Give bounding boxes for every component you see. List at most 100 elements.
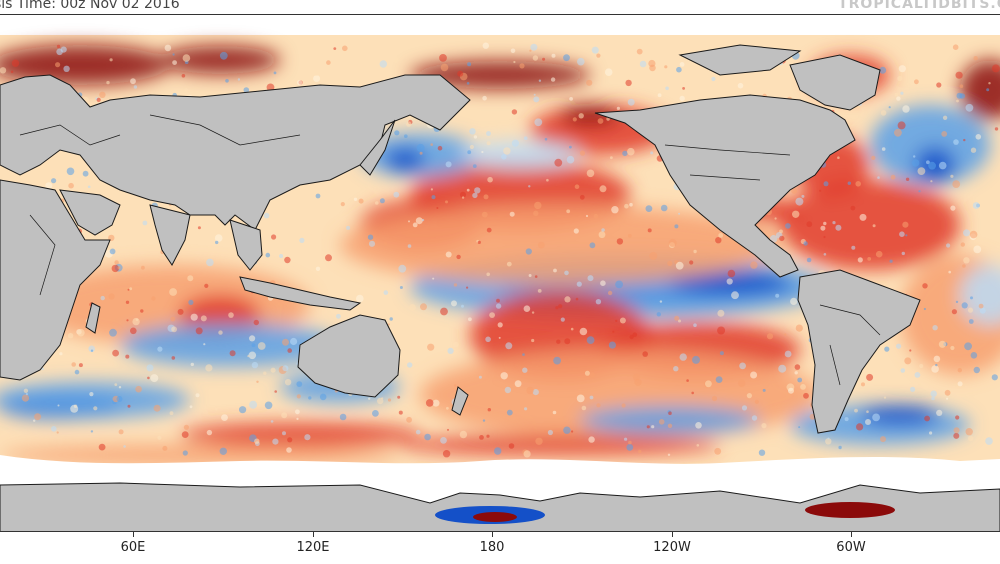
anomaly-speckle xyxy=(880,110,887,116)
anomaly-speckle xyxy=(263,212,270,219)
anomaly-speckle xyxy=(528,274,532,277)
anomaly-speckle xyxy=(931,396,935,401)
anomaly-speckle xyxy=(66,167,75,176)
anomaly-speckle xyxy=(477,240,481,244)
anomaly-speckle xyxy=(579,150,586,156)
anomaly-speckle xyxy=(383,290,389,295)
anomaly-speckle xyxy=(794,371,798,375)
anomaly-speckle xyxy=(665,86,669,91)
anomaly-speckle xyxy=(98,443,106,451)
anomaly-speckle xyxy=(524,407,528,411)
anomaly-speckle xyxy=(436,207,439,209)
anomaly-blob-cold xyxy=(860,405,940,425)
anomaly-speckle xyxy=(533,210,539,216)
anomaly-speckle xyxy=(420,303,427,311)
anomaly-speckle xyxy=(556,339,561,344)
anomaly-speckle xyxy=(482,95,487,101)
anomaly-speckle xyxy=(955,71,963,79)
anomaly-speckle xyxy=(575,297,579,301)
anomaly-speckle xyxy=(779,229,783,234)
anomaly-speckle xyxy=(510,48,516,54)
anomaly-speckle xyxy=(214,234,223,242)
anomaly-speckle xyxy=(256,380,259,383)
anomaly-speckle xyxy=(823,221,827,226)
anomaly-speckle xyxy=(290,235,294,239)
anomaly-speckle xyxy=(650,151,654,155)
anomaly-speckle xyxy=(986,88,990,92)
anomaly-speckle xyxy=(564,296,571,303)
anomaly-speckle xyxy=(659,300,663,303)
anomaly-speckle xyxy=(25,393,28,396)
anomaly-speckle xyxy=(667,423,673,428)
anomaly-speckle xyxy=(711,395,718,402)
anomaly-speckle xyxy=(130,327,137,335)
anomaly-speckle xyxy=(296,381,303,387)
longitude-tick-label: 120E xyxy=(296,540,330,555)
anomaly-speckle xyxy=(689,260,694,265)
anomaly-speckle xyxy=(514,380,522,388)
anomaly-speckle xyxy=(750,371,758,379)
anomaly-speckle xyxy=(77,328,85,337)
anomaly-speckle xyxy=(953,427,960,434)
anomaly-speckle xyxy=(513,60,516,64)
anomaly-speckle xyxy=(11,59,20,67)
anomaly-speckle xyxy=(579,194,585,200)
land-south-america xyxy=(797,269,921,434)
anomaly-speckle xyxy=(867,257,872,261)
anomaly-speckle xyxy=(616,106,621,110)
land-africa xyxy=(0,179,111,381)
anomaly-speckle xyxy=(936,82,942,88)
anomaly-speckle xyxy=(705,380,712,388)
anomaly-speckle xyxy=(333,47,337,50)
anomaly-speckle xyxy=(596,53,601,58)
anomaly-speckle xyxy=(312,69,320,77)
anomaly-speckle xyxy=(537,241,545,249)
anomaly-speckle xyxy=(147,376,150,380)
anomaly-speckle xyxy=(778,364,787,373)
anomaly-speckle xyxy=(953,139,959,145)
land-greenland xyxy=(789,54,881,111)
anomaly-speckle xyxy=(45,182,53,190)
anomaly-speckle xyxy=(486,434,490,438)
anomaly-speckle xyxy=(982,197,987,201)
anomaly-speckle xyxy=(682,87,685,90)
anomaly-speckle xyxy=(466,286,469,289)
anomaly-blob-warm xyxy=(780,180,960,270)
anomaly-speckle xyxy=(795,197,804,206)
anomaly-speckle xyxy=(56,431,59,434)
anomaly-speckle xyxy=(751,415,758,421)
anomaly-speckle xyxy=(844,417,849,422)
anomaly-speckle xyxy=(431,195,436,200)
anomaly-speckle xyxy=(970,352,978,359)
anomaly-speckle xyxy=(526,386,534,395)
anomaly-speckle xyxy=(125,354,130,359)
anomaly-speckle xyxy=(511,139,519,147)
anomaly-speckle xyxy=(409,304,416,311)
anomaly-speckle xyxy=(607,290,613,296)
anomaly-speckle xyxy=(469,128,476,135)
anomaly-speckle xyxy=(967,307,974,313)
anomaly-speckle xyxy=(511,109,518,115)
anomaly-speckle xyxy=(790,297,798,305)
anomaly-speckle xyxy=(118,386,122,389)
anomaly-speckle xyxy=(779,235,785,242)
anomaly-speckle xyxy=(715,376,723,383)
anomaly-speckle xyxy=(750,261,758,269)
anomaly-speckle xyxy=(287,348,293,353)
anomaly-speckle xyxy=(483,194,489,200)
anomaly-speckle xyxy=(523,305,531,313)
anomaly-speckle xyxy=(228,312,234,318)
anomaly-speckle xyxy=(109,58,113,62)
anomaly-speckle xyxy=(387,398,392,402)
anomaly-speckle xyxy=(67,333,74,339)
anomaly-blob-very-warm xyxy=(0,45,170,85)
anomaly-speckle xyxy=(78,363,83,368)
anomaly-speckle xyxy=(486,141,491,146)
anomaly-speckle xyxy=(56,48,63,56)
anomaly-speckle xyxy=(586,169,595,178)
anomaly-speckle xyxy=(181,431,189,438)
anomaly-speckle xyxy=(445,200,448,204)
anomaly-speckle xyxy=(457,70,464,77)
anomaly-speckle xyxy=(714,447,722,455)
anomaly-speckle xyxy=(281,412,288,419)
